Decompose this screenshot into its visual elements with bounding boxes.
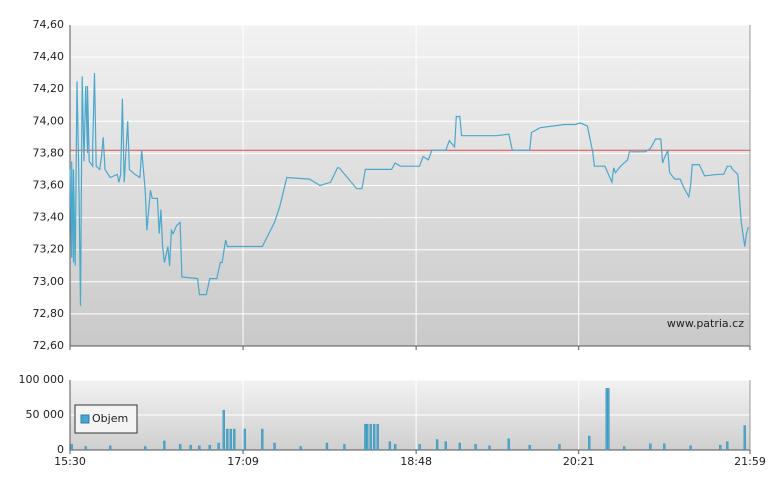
volume-bar [435,439,439,451]
volume-bar [208,444,211,451]
y-tick-label: 73,40 [33,211,65,224]
legend-label: Objem [92,412,128,425]
volume-bar [444,441,447,451]
volume-bar [388,441,392,451]
volume-bar [719,444,722,451]
legend-swatch [80,414,90,424]
volume-bar [226,428,229,451]
volume-bar [376,423,379,451]
volume-bar [649,443,652,451]
volume-bar [369,423,372,451]
volume-bar [217,442,220,451]
volume-bar [229,428,232,451]
volume-bar [689,445,692,451]
volume-bar [70,444,73,451]
volume-bar [726,441,729,451]
volume-bar [366,423,369,451]
volume-bar [743,425,746,451]
volume-bar [343,444,346,451]
volume-bar [373,423,376,451]
y-tick-label: 74,60 [33,18,65,31]
volume-bar [458,442,461,451]
volume-bar [528,444,531,451]
volume-bar [663,443,666,451]
volume-bar [418,444,421,451]
volume-bar [299,446,302,451]
volume-bar [588,435,591,451]
volume-bar [84,446,87,451]
x-tick-label: 15:30 [54,455,86,468]
y-tick-label: 72,80 [33,307,65,320]
y-tick-label: 74,40 [33,50,65,63]
volume-bar [198,445,201,451]
volume-bar [558,444,561,451]
y-tick-label: 100 000 [19,373,65,386]
volume-bar [261,428,264,451]
y-tick-label: 73,80 [33,146,65,159]
volume-bar [144,446,147,451]
x-tick-label: 17:09 [227,455,259,468]
volume-bar [109,445,112,451]
y-tick-label: 0 [57,443,64,456]
watermark: www.patria.cz [667,317,744,330]
volume-bar [273,442,276,451]
y-tick-label: 72,60 [33,339,65,352]
volume-bar [622,446,626,451]
y-tick-label: 74,00 [33,114,65,127]
volume-bar [488,445,491,451]
volume-bar [233,428,236,451]
volume-bar [474,444,477,451]
volume-bar [163,440,166,451]
volume-bar [325,442,329,451]
volume-bar [243,428,246,451]
volume-bar [507,438,510,451]
y-tick-label: 73,20 [33,243,65,256]
volume-bar [178,444,182,451]
y-tick-label: 74,20 [33,82,65,95]
volume-bar [607,388,610,451]
y-tick-label: 73,60 [33,179,65,192]
volume-bar [189,444,192,451]
price-line [69,73,749,306]
y-tick-label: 73,00 [33,275,65,288]
volume-bar [393,444,397,451]
y-tick-label: 50 000 [26,408,65,421]
x-tick-label: 21:59 [734,455,766,468]
x-tick-label: 20:21 [563,455,595,468]
volume-bar [222,409,225,451]
x-tick-label: 18:48 [400,455,432,468]
